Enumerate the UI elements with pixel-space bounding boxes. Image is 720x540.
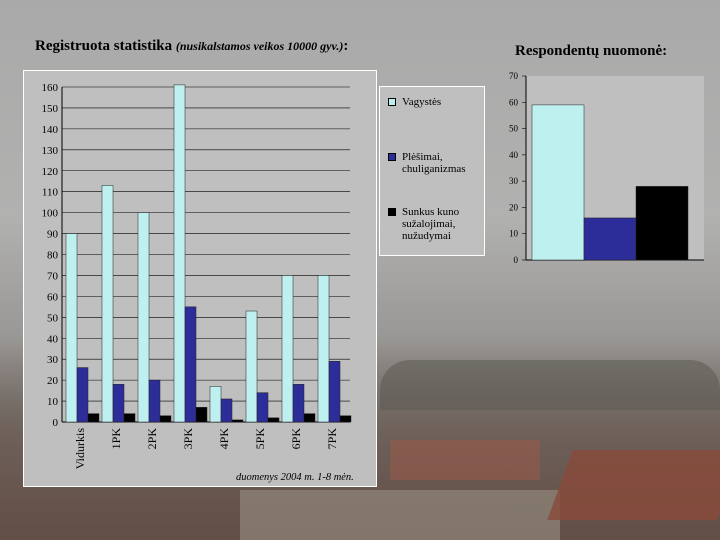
y-tick-label: 90 [47, 229, 59, 241]
bar-2 [184, 306, 197, 423]
left-chart-svg: 0 10 20 30 40 50 60 70 80 90 100 110 120 130 140 150 160… [42, 82, 352, 470]
bar-1 [317, 275, 330, 423]
right-chart-panel: 0 10 20 30 40 50 60 70 [498, 66, 710, 270]
y-tick-label: 0 [53, 417, 59, 429]
bar-2 [328, 361, 341, 423]
bar-1 [65, 233, 78, 423]
background-roof [547, 450, 720, 520]
bar-3 [159, 415, 172, 423]
bar-3 [339, 415, 352, 423]
bar-1 [245, 310, 258, 423]
left-chart-legend: Vagystės Plėšimai, chuliganizmas Sunkus … [379, 86, 485, 256]
x-tick-label: 2PK [145, 428, 159, 450]
bar-2 [148, 379, 161, 423]
y-tick-label: 100 [42, 208, 59, 220]
y-tick-label: 150 [42, 103, 59, 115]
background-roof [390, 440, 540, 480]
right-chart-svg: 0 10 20 30 40 50 60 70 [509, 71, 704, 265]
x-tick-label: 4PK [217, 428, 231, 450]
legend-swatch-1 [388, 98, 396, 106]
y-tick-label: 160 [42, 82, 59, 94]
bar-2 [292, 384, 305, 423]
bar-3 [87, 413, 100, 423]
bar-1 [101, 185, 114, 423]
y-tick-label: 40 [509, 150, 519, 160]
left-chart-panel: 0 10 20 30 40 50 60 70 80 90 100 110 120 130 140 150 160… [23, 70, 377, 487]
legend-swatch-2 [388, 153, 396, 161]
y-tick-label: 10 [509, 229, 519, 239]
x-tick-label: 7PK [325, 428, 339, 450]
y-tick-label: 20 [47, 375, 59, 387]
y-tick-label: 50 [509, 124, 519, 134]
y-tick-label: 30 [47, 354, 59, 366]
y-tick-label: 0 [514, 255, 519, 265]
y-tick-label: 50 [47, 312, 59, 324]
legend-label-1: Vagystės [402, 96, 442, 108]
y-tick-label: 40 [47, 333, 59, 345]
bar-1 [281, 275, 294, 423]
legend-swatch-3 [388, 208, 396, 216]
legend-label-3: Sunkus kuno sužalojimai, nužudymai [402, 206, 460, 242]
bar-3 [231, 419, 244, 423]
background-trees [380, 360, 720, 410]
background-building [240, 490, 560, 540]
legend-label-2: Plėšimai, chuliganizmas [402, 151, 466, 175]
bar-2 [583, 217, 637, 261]
bar-2 [112, 384, 125, 423]
x-tick-label: 6PK [289, 428, 303, 450]
y-tick-label: 30 [509, 176, 519, 186]
left-title-main: Registruota statistika [35, 38, 173, 54]
x-tick-label: 3PK [181, 428, 195, 450]
bar-3 [123, 413, 136, 423]
right-chart-title: Respondentų nuomonė: [515, 43, 668, 59]
x-tick-label: 1PK [109, 428, 123, 450]
y-tick-label: 80 [47, 250, 59, 262]
bar-2 [256, 392, 269, 423]
bar-2 [76, 367, 89, 423]
y-tick-label: 60 [509, 97, 519, 107]
bar-1 [137, 212, 150, 423]
x-tick-label: Vidurkis [73, 428, 87, 470]
bar-1 [173, 84, 186, 423]
left-title-suffix: : [343, 38, 349, 54]
bar-3 [195, 407, 208, 423]
y-tick-label: 20 [509, 202, 519, 212]
y-tick-label: 130 [42, 145, 59, 157]
y-tick-label: 140 [42, 124, 59, 136]
bar-3 [267, 417, 280, 423]
y-tick-label: 70 [509, 71, 519, 81]
bar-3 [635, 186, 689, 261]
y-tick-label: 70 [47, 270, 59, 282]
bar-1 [209, 386, 222, 423]
chart-footnote: duomenys 2004 m. 1-8 mėn. [236, 472, 354, 483]
bar-3 [303, 413, 316, 423]
left-title-sub: (nusikalstamos veikos 10000 gyv.) [175, 39, 344, 53]
x-tick-label: 5PK [253, 428, 267, 450]
y-tick-label: 10 [47, 396, 59, 408]
y-tick-label: 60 [47, 291, 59, 303]
y-tick-label: 110 [42, 187, 59, 199]
bar-1 [531, 104, 585, 261]
left-chart-title: Registruota statistika (nusikalstamos ve… [35, 38, 348, 55]
y-tick-label: 120 [42, 166, 59, 178]
bar-2 [220, 398, 233, 423]
